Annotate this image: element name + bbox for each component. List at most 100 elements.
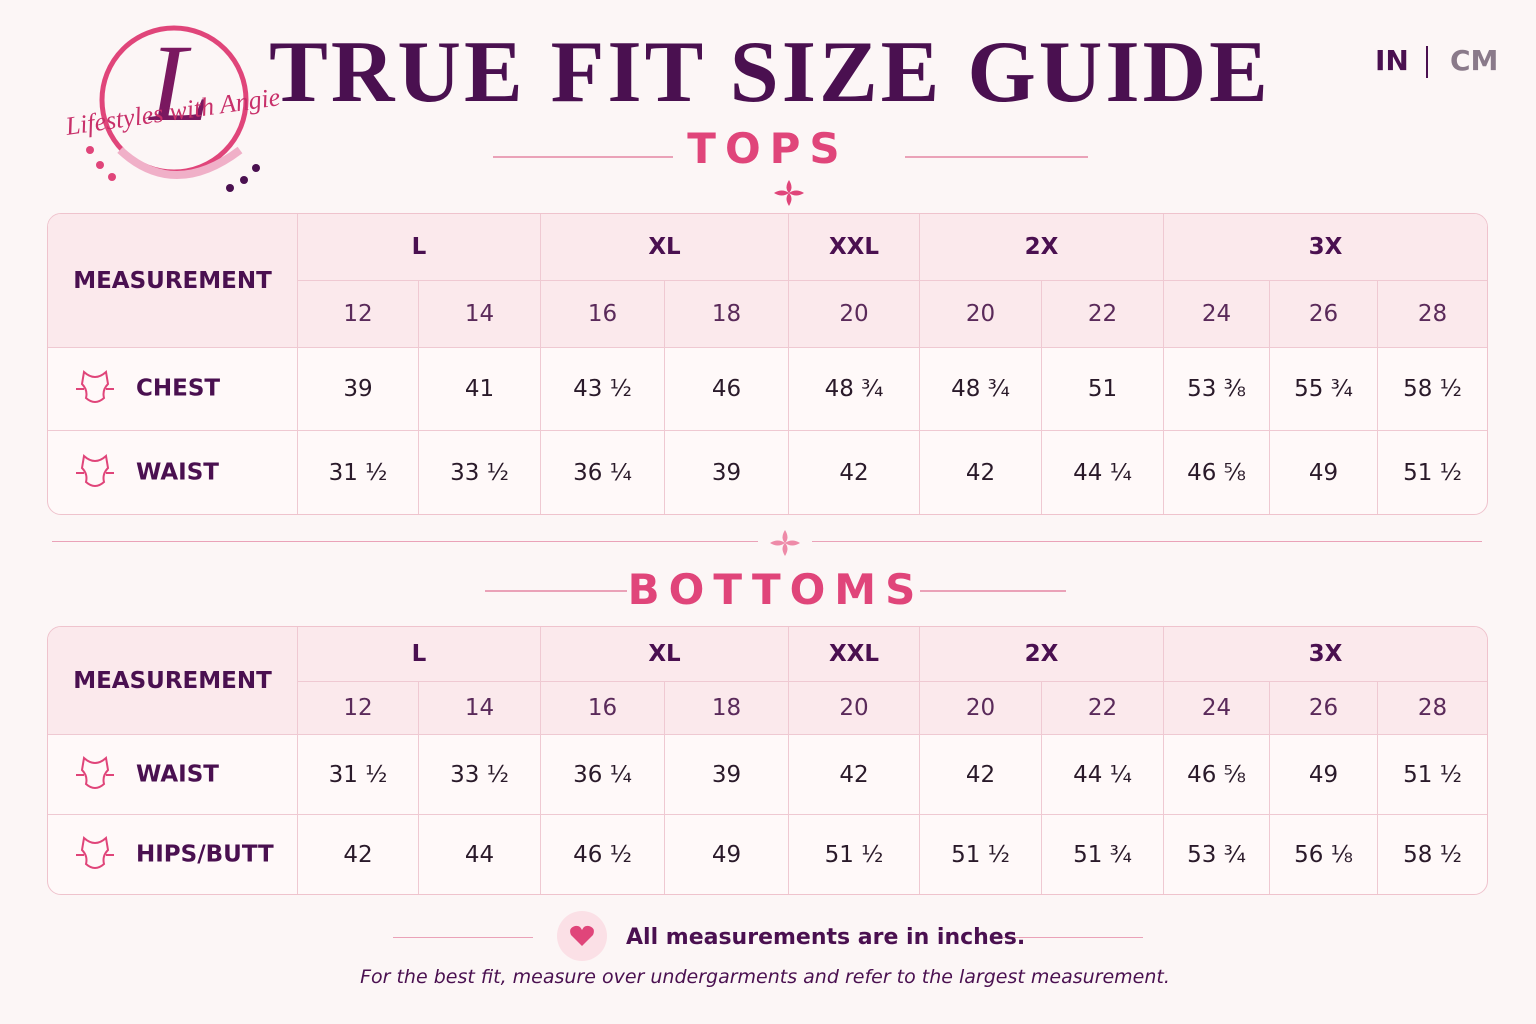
cell: 31 ½: [298, 735, 419, 815]
cell: 44 ¼: [1042, 735, 1165, 815]
rule: [52, 541, 758, 542]
footer-note: All measurements are in inches.: [626, 925, 1026, 950]
header-row: 12 14 16 18 20 20 22 24 26 28: [48, 682, 1488, 735]
row-label: HIPS/BUTT: [136, 841, 274, 867]
cell: 44: [419, 815, 541, 894]
size-number: 20: [789, 682, 921, 735]
cell: 58 ½: [1403, 841, 1462, 868]
rule: [905, 156, 1088, 158]
cell: 56 ⅛: [1270, 815, 1379, 894]
size-number: 20: [789, 281, 921, 348]
size-number: 24: [1164, 682, 1271, 735]
footer-tip: For the best fit, measure over undergarm…: [360, 966, 1170, 988]
cell: 46 ½: [541, 815, 665, 894]
cell: 51 ¾: [1042, 815, 1165, 894]
measurement-header: MEASUREMENT: [48, 214, 298, 348]
cell: 48 ¾: [920, 348, 1043, 431]
row-label: WAIST: [136, 761, 219, 787]
size-number: 14: [419, 281, 541, 348]
section-title: TOPS: [687, 124, 849, 173]
cell: 51: [1042, 348, 1165, 431]
ornament: [770, 530, 800, 556]
size-number: 12: [298, 281, 419, 348]
cell: 36 ¼: [541, 431, 665, 514]
title: TRUE FIT SIZE GUIDE: [269, 24, 1271, 121]
header-row: MEASUREMENT L XL XXL 2X 3X: [48, 627, 1488, 735]
data-row: WAIST 31 ½ 33 ½ 36 ¼ 39 42 42 44 ¼ 46 ⅝ 49 51 ½: [48, 735, 1488, 815]
size-label: XXL: [789, 627, 921, 682]
size-label: 2X: [920, 214, 1165, 281]
bottoms-table: MEASUREMENT L XL XXL 2X 3X 12 14 16 18 20 20 22 24 26 2…: [47, 626, 1489, 895]
size-label: L: [298, 214, 541, 281]
size-label: XL: [541, 214, 790, 281]
header-row: 12 14 16 18 20 20 22 24 26 28: [48, 281, 1488, 348]
cell: 41: [419, 348, 541, 431]
cell: 49: [1270, 431, 1379, 514]
size-number: 28: [1378, 682, 1488, 735]
cell: 46: [665, 348, 790, 431]
size-number: 18: [665, 682, 790, 735]
cell: 39: [665, 431, 790, 514]
size-label: 2X: [920, 627, 1165, 682]
measure-icon: [76, 453, 114, 487]
cell: 31 ½: [298, 431, 419, 514]
cell: 49: [665, 815, 790, 894]
size-number: 14: [419, 682, 541, 735]
cell: 46 ⅝: [1164, 735, 1271, 815]
size-number: 16: [541, 682, 665, 735]
header-row: MEASUREMENT L XL XXL 2X 3X: [48, 214, 1488, 348]
unit-cm[interactable]: CM: [1450, 44, 1499, 77]
size-number: 20: [920, 682, 1043, 735]
size-label: L: [298, 627, 541, 682]
cell: 55 ¾: [1270, 348, 1379, 431]
row-label-cell: WAIST: [48, 431, 298, 514]
size-number: 18: [665, 281, 790, 348]
rule: [485, 590, 627, 592]
measure-icon: [76, 370, 114, 403]
heart-icon: [557, 911, 607, 961]
logo-initial: L: [147, 22, 210, 144]
row-label: WAIST: [136, 459, 219, 485]
rule: [493, 156, 673, 158]
cell: 39: [665, 735, 790, 815]
cell: 46 ⅝: [1164, 431, 1271, 514]
section-title: BOTTOMS: [627, 565, 925, 614]
unit-divider: [1426, 46, 1428, 78]
size-label: 3X: [1164, 627, 1488, 682]
cell: 42: [298, 815, 419, 894]
cell: 43 ½: [541, 348, 665, 431]
cell: 51 ½: [789, 815, 921, 894]
cell: 51 ½: [1378, 735, 1488, 815]
size-label: XL: [541, 627, 790, 682]
rule: [393, 937, 533, 938]
cell: 51 ½: [1403, 459, 1462, 486]
size-label: XXL: [789, 214, 921, 281]
rule: [920, 590, 1066, 592]
cell: 36 ¼: [541, 735, 665, 815]
tops-table: MEASUREMENT L XL XXL 2X 3X 12 14 16 18 20 20 22 24 26 2…: [47, 213, 1489, 515]
cell: 51 ½: [920, 815, 1043, 894]
cell: 42: [789, 735, 921, 815]
size-number: 24: [1164, 281, 1271, 348]
size-label: 3X: [1164, 214, 1488, 281]
measure-icon: [76, 755, 114, 789]
cell: 53 ¾: [1164, 815, 1271, 894]
row-label-cell: WAIST: [48, 735, 298, 815]
unit-in[interactable]: IN: [1375, 44, 1409, 77]
size-number: 26: [1270, 682, 1379, 735]
size-number: 26: [1270, 281, 1379, 348]
logo: L Lifestyles with Angie: [63, 22, 282, 192]
size-number: 22: [1042, 682, 1165, 735]
row-label-cell: HIPS/BUTT: [48, 815, 298, 894]
cell: 48 ¾: [789, 348, 921, 431]
cell: 42: [920, 735, 1043, 815]
row-label-cell: CHEST: [48, 348, 298, 431]
cell: 58 ½: [1378, 348, 1488, 431]
data-row: WAIST 31 ½ 33 ½ 36 ¼ 39 42 42 44 ¼ 46 ⅝ 49 51 ½: [48, 431, 1487, 514]
row-label: CHEST: [136, 375, 221, 402]
measure-icon: [76, 835, 114, 869]
size-number: 20: [920, 281, 1043, 348]
cell: 33 ½: [419, 431, 541, 514]
